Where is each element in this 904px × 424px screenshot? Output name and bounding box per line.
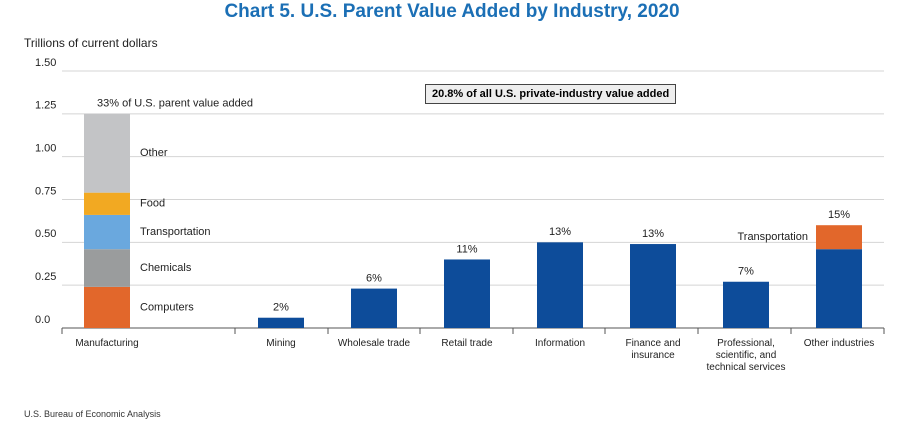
bar-segment <box>351 288 397 328</box>
chart-title: Chart 5. U.S. Parent Value Added by Indu… <box>224 1 680 22</box>
share-label: 2% <box>273 302 289 314</box>
bar-segment <box>84 286 130 328</box>
bar-segment <box>84 214 130 250</box>
x-tick-label: Other industries <box>803 338 875 349</box>
bar-segment <box>630 244 676 328</box>
bar-segment <box>723 281 769 328</box>
segment-label: Transportation <box>737 231 808 243</box>
y-tick-label: 0.75 <box>35 185 56 197</box>
bar-segment <box>537 242 583 328</box>
x-tick-label: Wholesale trade <box>337 338 411 349</box>
share-label: 6% <box>366 272 382 284</box>
share-label: 33% of U.S. parent value added <box>97 98 253 110</box>
y-tick-label: 0.0 <box>35 314 50 326</box>
source: U.S. Bureau of Economic Analysis <box>24 409 161 419</box>
segment-label: Other <box>140 147 168 159</box>
annotation: 20.8% of all U.S. private-industry value… <box>425 84 677 104</box>
y-tick-label: 1.00 <box>35 143 56 155</box>
bar-segment <box>816 225 862 250</box>
segment-label: Food <box>140 198 165 210</box>
y-tick-label: 0.25 <box>35 271 56 283</box>
bar-segment <box>258 317 304 328</box>
x-tick-label: Manufacturing <box>75 338 139 349</box>
segment-label: Computers <box>140 301 194 313</box>
segment-label: Transportation <box>140 226 211 238</box>
share-label: 13% <box>642 228 664 240</box>
x-tick-label: Mining <box>266 338 296 349</box>
bar-segment <box>816 249 862 328</box>
share-label: 7% <box>738 266 754 278</box>
y-tick-label: 0.50 <box>35 228 56 240</box>
segment-label: Chemicals <box>140 262 192 274</box>
x-tick-label: Retail trade <box>441 338 493 349</box>
y-tick-label: 1.50 <box>35 57 56 69</box>
y-tick-label: 1.25 <box>35 100 56 112</box>
bar-segment <box>84 113 130 193</box>
x-tick-label: Professional, scientific, and technical … <box>706 338 786 373</box>
bar-segment <box>84 249 130 287</box>
share-label: 11% <box>456 243 477 255</box>
share-label: 13% <box>549 226 571 238</box>
bar-segment <box>444 259 490 328</box>
bar-segment <box>84 192 130 215</box>
x-tick-label: Information <box>534 338 586 349</box>
x-tick-label: Finance and insurance <box>625 338 681 361</box>
y-axis-label: Trillions of current dollars <box>24 36 158 50</box>
share-label: 15% <box>828 209 850 221</box>
